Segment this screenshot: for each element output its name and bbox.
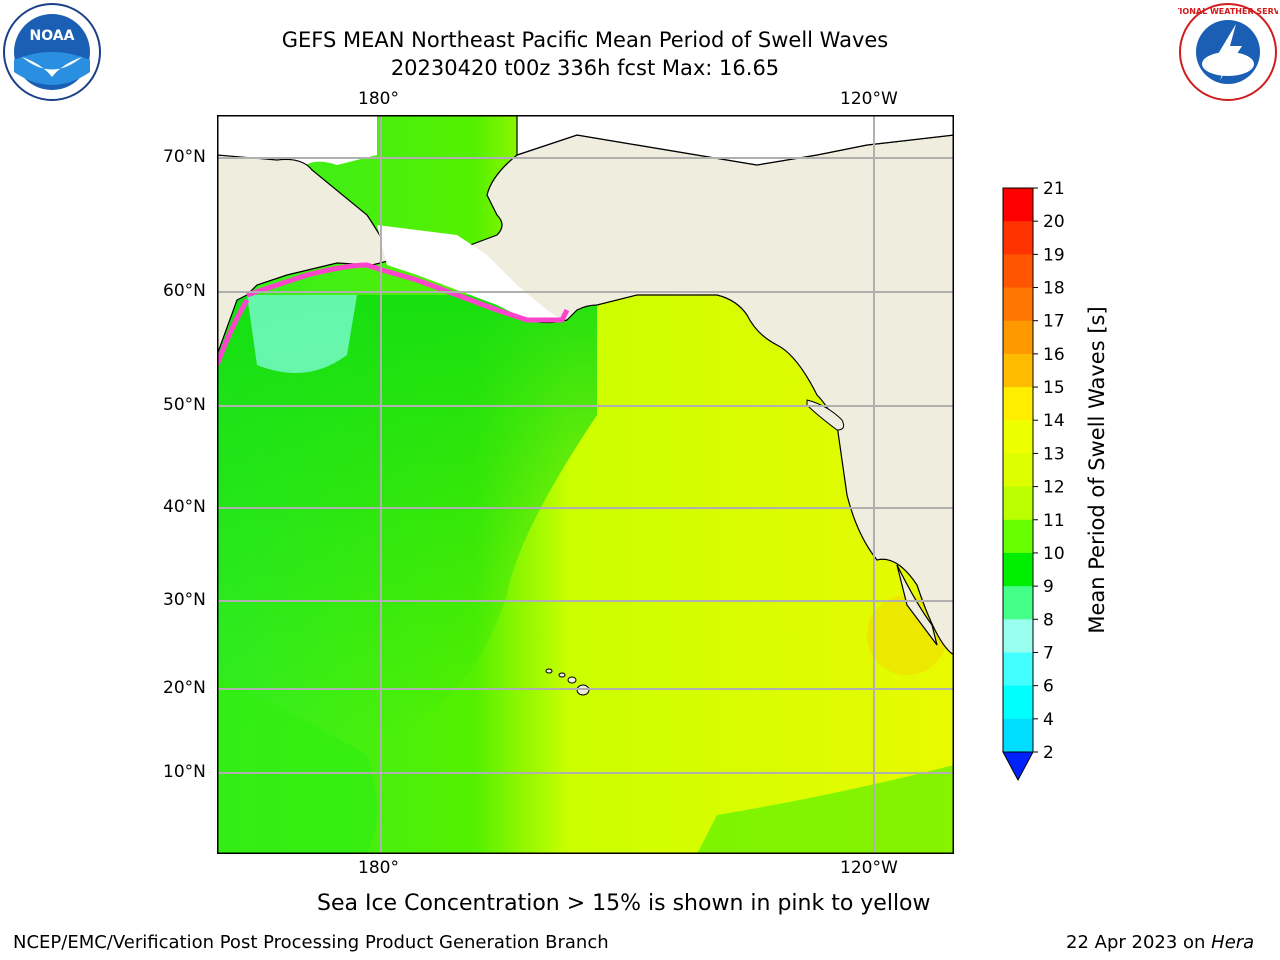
colorbar-bin xyxy=(1003,552,1033,587)
colorbar-tick-label: 2 xyxy=(1043,743,1054,763)
colorbar-tick-label: 21 xyxy=(1043,180,1065,199)
colorbar-tick-label: 15 xyxy=(1043,378,1065,398)
noaa-logo-text: NOAA xyxy=(30,28,75,44)
colorbar-tick-label: 9 xyxy=(1043,577,1054,597)
colorbar-tick-label: 17 xyxy=(1043,312,1065,332)
colorbar-bin xyxy=(1003,718,1033,753)
national-weather-service-logo: NATIONAL WEATHER SERVICE xyxy=(1162,2,1280,102)
southwest-green-band xyxy=(217,675,377,854)
footer-host: Hera xyxy=(1211,932,1255,953)
colorbar-bin xyxy=(1003,453,1033,488)
lat-label-50n: 50°N xyxy=(163,395,206,415)
sea-ice-edge-west xyxy=(214,298,250,366)
lat-label-30n: 30°N xyxy=(163,590,206,610)
colorbar-bin xyxy=(1003,320,1033,355)
lat-label-40n: 40°N xyxy=(163,497,206,517)
siberia-land xyxy=(216,154,393,356)
sea-ice-caption: Sea Ice Concentration > 15% is shown in … xyxy=(317,891,931,916)
colorbar-tick-label: 6 xyxy=(1043,677,1054,697)
lat-label-20n: 20°N xyxy=(163,678,206,698)
colorbar-tick-label: 10 xyxy=(1043,544,1065,564)
colorbar-bin xyxy=(1003,652,1033,687)
colorbar-tick-label: 18 xyxy=(1043,279,1065,299)
noaa-logo: NOAA xyxy=(2,2,102,102)
lon-label-bottom-180: 180° xyxy=(358,858,399,878)
page-subtitle: 20230420 t00z 336h fcst Max: 16.65 xyxy=(390,56,780,80)
vancouver-island xyxy=(806,399,845,431)
colorbar-bin xyxy=(1003,353,1033,388)
lat-label-10n: 10°N xyxy=(163,762,206,782)
graticule xyxy=(217,115,954,854)
arctic-ocean-white xyxy=(516,114,955,166)
colorbar-bin xyxy=(1003,188,1033,222)
colorbar-bin xyxy=(1003,685,1033,720)
colorbar: 21 20 19 18 17 16 15 14 13 12 11 10 9 8 7 6 4 2 xyxy=(985,179,1125,800)
footer-left: NCEP/EMC/Verification Post Processing Pr… xyxy=(13,932,609,953)
colorbar-bin xyxy=(1003,221,1033,255)
colorbar-tick-label: 16 xyxy=(1043,345,1065,365)
colorbar-tick-label: 19 xyxy=(1043,245,1065,265)
colorbar-tick-label: 4 xyxy=(1043,710,1054,730)
footer-date: 22 Apr 2023 on xyxy=(1066,932,1212,953)
colorbar-bin xyxy=(1003,287,1033,322)
colorbar-tick-label: 13 xyxy=(1043,444,1065,464)
colorbar-bin xyxy=(1003,420,1033,454)
colorbar-bin xyxy=(1003,586,1033,620)
colorbar-bin xyxy=(1003,619,1033,653)
colorbar-bin xyxy=(1003,519,1033,554)
south-green-band xyxy=(697,765,954,854)
lat-label-60n: 60°N xyxy=(163,281,206,301)
colorbar-frame xyxy=(1002,187,1034,753)
yellow-swell-patch xyxy=(867,595,947,675)
swell-period-map xyxy=(214,114,955,854)
colorbar-tick-label: 8 xyxy=(1043,610,1054,630)
colorbar-tick-label: 7 xyxy=(1043,643,1054,663)
colorbar-bin xyxy=(1003,254,1033,289)
baja-california xyxy=(896,564,938,646)
colorbar-extend-arrow xyxy=(1002,751,1034,782)
colorbar-title: Mean Period of Swell Waves [s] xyxy=(1085,306,1109,634)
footer-right: 22 Apr 2023 on Hera xyxy=(1066,932,1254,953)
colorbar-bin xyxy=(1003,486,1033,521)
sea-ice-edge xyxy=(246,262,570,323)
colorbar-tick-label: 11 xyxy=(1043,511,1065,531)
lon-label-top-180: 180° xyxy=(358,89,399,109)
colorbar-tick-label: 20 xyxy=(1043,212,1065,232)
nws-logo-text: NATIONAL WEATHER SERVICE xyxy=(1178,7,1278,16)
colorbar-tick-label: 12 xyxy=(1043,478,1065,498)
page-title: GEFS MEAN Northeast Pacific Mean Period … xyxy=(281,28,889,52)
map-frame xyxy=(217,115,954,854)
colorbar-bin xyxy=(1003,387,1033,421)
cyan-swell-patch xyxy=(247,295,357,373)
lon-label-top-120w: 120°W xyxy=(840,89,898,109)
bering-sea-white xyxy=(377,225,562,320)
colorbar-tick-label: 14 xyxy=(1043,411,1065,431)
lon-label-bottom-120w: 120°W xyxy=(840,858,898,878)
lat-label-70n: 70°N xyxy=(163,147,206,167)
